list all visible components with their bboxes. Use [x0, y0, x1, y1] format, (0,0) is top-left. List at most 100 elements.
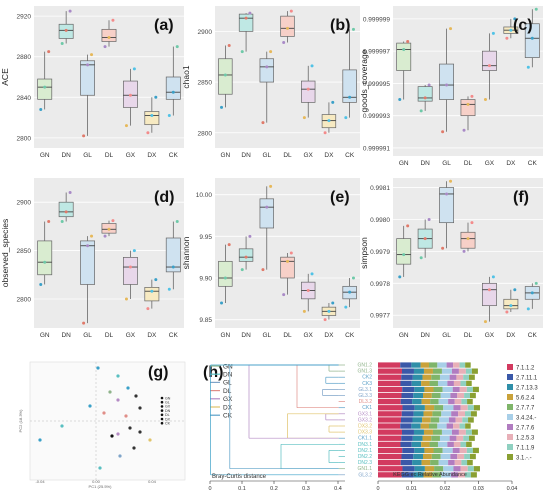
bar-segment [378, 392, 402, 399]
sample-point [351, 27, 355, 31]
sample-point [90, 234, 94, 238]
bar-segment [420, 423, 429, 429]
bar-segment [438, 460, 449, 466]
box-GN [37, 240, 53, 276]
pcoa-point [60, 424, 64, 428]
sample-point [449, 27, 453, 31]
bar-segment [467, 460, 473, 466]
sample-point [124, 297, 128, 301]
pcoa-legend-label: DL [165, 413, 170, 417]
dendro-tick-label: 0.3 [302, 486, 310, 490]
bar-segment [422, 374, 432, 380]
kegg-legend: 7.1.1.2 2.7.11.1 2.7.13.3 5.6.2.4 2.7.7.7 3.4… [507, 364, 538, 461]
sample-point [491, 275, 495, 279]
sample-point [132, 249, 136, 253]
kegg-legend-swatch [507, 384, 513, 390]
kegg-legend-label: 3.4.24.- [516, 415, 536, 421]
y-tick-label: 2900 [198, 29, 213, 36]
bar-segment [401, 435, 413, 441]
bar-segment [378, 362, 401, 368]
x-tick-label: DX [147, 152, 157, 159]
sample-label: CK1.1 [358, 436, 372, 442]
bar-segment [453, 362, 460, 368]
sample-point [39, 282, 43, 286]
bar-segment [413, 368, 424, 374]
y-tick-label: 0.999995 [363, 81, 390, 88]
x-tick-label: DX [506, 160, 516, 167]
bar-segment [451, 472, 459, 478]
sample-point [445, 192, 449, 196]
pcoa-legend-marker [160, 409, 164, 412]
dendro-tick-label: 0.2 [270, 486, 278, 490]
bar-segment [458, 411, 466, 417]
x-tick-label: DN [241, 152, 251, 159]
sample-point [306, 87, 310, 91]
y-tick-label: 2920 [17, 14, 32, 21]
sample-label: DX3.3 [358, 430, 372, 436]
bar-segment [467, 466, 474, 472]
bar-segment [457, 392, 465, 399]
bar-segment [443, 405, 454, 411]
sample-point [47, 50, 51, 54]
bar-segment [412, 417, 423, 423]
box-CK [524, 23, 540, 58]
kegg-legend-label: 2.7.7.6 [516, 425, 535, 431]
pcoa-xlabel: PC1 (25.5%) [89, 484, 113, 489]
sample-point [327, 309, 331, 313]
box-DL [280, 256, 295, 279]
x-tick-label: GL [442, 332, 451, 339]
sample-label: DX3.2 [358, 424, 372, 430]
x-tick-label: DX [324, 332, 334, 339]
sample-point [351, 276, 355, 280]
bar-axis-label: KEGG ec Relative Abundance [393, 472, 467, 478]
sample-point [124, 124, 128, 128]
bar-segment [423, 392, 432, 399]
bar-segment [460, 466, 468, 472]
bar-segment [441, 429, 452, 435]
pcoa-point [96, 366, 100, 370]
sample-point [175, 220, 179, 224]
sample-point [175, 45, 179, 49]
sample-point [261, 268, 265, 272]
sample-label: CK2 [362, 375, 372, 381]
bar-segment [400, 460, 413, 466]
box-GL [259, 198, 274, 229]
kegg-legend-label: 7.1.1.9 [516, 445, 535, 451]
bar-segment [401, 374, 413, 380]
kegg-legend-swatch [507, 444, 513, 450]
sample-point [167, 287, 171, 291]
sample-point [509, 304, 513, 308]
bar-segment [437, 441, 448, 447]
panel-g-pcoa: (g) PC1 (25.5%) PC2 (18.3%) -0.04 0.00 0.0… [18, 361, 186, 489]
bar-segment [466, 380, 472, 386]
x-tick-label: GL [262, 332, 271, 339]
bar-segment [439, 417, 449, 423]
bar-segment [432, 368, 442, 374]
bar-segment [461, 399, 468, 405]
bar-segment [421, 460, 431, 466]
sample-point [402, 48, 406, 52]
sample-point [132, 67, 136, 71]
box-CK [165, 237, 181, 273]
sample-point [171, 90, 175, 94]
sample-point [509, 28, 513, 32]
sample-point [248, 234, 252, 238]
x-tick-label: GX [485, 160, 495, 167]
bar-segment [431, 435, 440, 441]
sample-point [483, 98, 487, 102]
x-tick-label: DN [61, 152, 71, 159]
sample-label: GN1.1 [358, 466, 373, 472]
group-legend-label: DL [223, 388, 232, 395]
group-legend-label: CK [223, 413, 233, 420]
bar-segment [459, 362, 466, 368]
y-axis-label: ACE [0, 68, 10, 86]
bar-segment [441, 368, 452, 374]
sample-point [344, 116, 348, 120]
panel-letter: (e) [330, 189, 350, 206]
sample-label: DN2.2 [358, 454, 372, 460]
panel-g-letter: (g) [148, 364, 168, 381]
bar-segment [460, 441, 467, 447]
bar-segment [442, 386, 453, 393]
y-tick-label: 0.999993 [363, 113, 390, 120]
y-tick-label: 0.999991 [363, 145, 390, 152]
